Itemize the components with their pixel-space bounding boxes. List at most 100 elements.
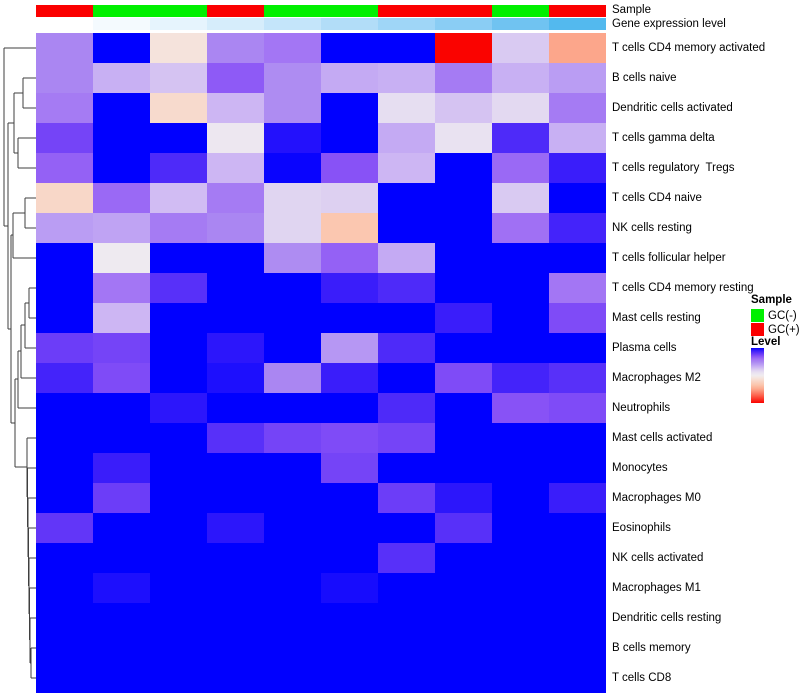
heatmap-cell — [549, 363, 606, 393]
heatmap-cell — [150, 243, 207, 273]
heatmap-cell — [492, 663, 549, 693]
heatmap-cell — [321, 453, 378, 483]
heatmap-cell — [264, 483, 321, 513]
heatmap-cell — [549, 183, 606, 213]
heatmap-cell — [36, 603, 93, 633]
heatmap-cell — [264, 243, 321, 273]
heatmap-cell — [150, 123, 207, 153]
heatmap-cell — [36, 183, 93, 213]
heatmap-cell — [150, 33, 207, 63]
heatmap-cell — [321, 123, 378, 153]
heatmap-cell — [264, 543, 321, 573]
heatmap-cell — [264, 123, 321, 153]
heatmap-cell — [264, 303, 321, 333]
heatmap-cell — [93, 603, 150, 633]
heatmap-cell — [321, 423, 378, 453]
heatmap-cell — [549, 573, 606, 603]
heatmap-cell — [264, 573, 321, 603]
heatmap-cell — [264, 393, 321, 423]
heatmap-cell — [321, 573, 378, 603]
heatmap-cell — [150, 213, 207, 243]
heatmap-cell — [378, 483, 435, 513]
heatmap-cell — [207, 33, 264, 63]
gene-expression-annotation-cell — [207, 18, 264, 30]
heatmap-cell — [93, 183, 150, 213]
heatmap-cell — [207, 453, 264, 483]
heatmap-cell — [36, 363, 93, 393]
heatmap-cell — [93, 333, 150, 363]
row-label: Macrophages M0 — [612, 492, 701, 504]
heatmap-cell — [264, 513, 321, 543]
heatmap-cell — [207, 243, 264, 273]
heatmap-cell — [150, 483, 207, 513]
heatmap-cell — [207, 123, 264, 153]
heatmap-cell — [378, 303, 435, 333]
row-label: T cells regulatory Tregs — [612, 162, 735, 174]
heatmap-cell — [549, 423, 606, 453]
heatmap-cell — [321, 333, 378, 363]
row-label: Eosinophils — [612, 522, 671, 534]
heatmap-cell — [549, 213, 606, 243]
heatmap-cell — [435, 213, 492, 243]
gene-annotation-label: Gene expression level — [612, 17, 726, 30]
heatmap-cell — [93, 243, 150, 273]
level-gradient-bar — [751, 348, 764, 403]
heatmap-cell — [36, 453, 93, 483]
heatmap-cell — [492, 243, 549, 273]
heatmap-cell — [549, 273, 606, 303]
heatmap-cell — [321, 663, 378, 693]
heatmap-cell — [549, 513, 606, 543]
heatmap-cell — [150, 153, 207, 183]
heatmap-cell — [321, 633, 378, 663]
heatmap-cell — [435, 333, 492, 363]
heatmap-cell — [435, 153, 492, 183]
heatmap-cell — [93, 423, 150, 453]
heatmap-cell — [492, 93, 549, 123]
heatmap-cell — [321, 603, 378, 633]
sample-annotation-cell — [93, 5, 150, 17]
heatmap-cell — [435, 423, 492, 453]
heatmap-cell — [378, 33, 435, 63]
gene-expression-annotation-cell — [150, 18, 207, 30]
row-label: Dendritic cells activated — [612, 102, 733, 114]
heatmap-cell — [207, 363, 264, 393]
heatmap-cell — [492, 153, 549, 183]
heatmap-cell — [207, 93, 264, 123]
gene-expression-annotation-cell — [378, 18, 435, 30]
heatmap-cell — [378, 633, 435, 663]
heatmap-cell — [435, 513, 492, 543]
heatmap-cell — [36, 63, 93, 93]
heatmap-cell — [435, 243, 492, 273]
heatmap-cell — [36, 243, 93, 273]
sample-annotation-cell — [264, 5, 321, 17]
heatmap-cell — [549, 243, 606, 273]
heatmap-cell — [150, 63, 207, 93]
sample-annotation-cell — [435, 5, 492, 17]
row-label: Macrophages M2 — [612, 372, 701, 384]
heatmap-cell — [264, 213, 321, 243]
heatmap-cell — [492, 633, 549, 663]
heatmap-cell — [378, 663, 435, 693]
heatmap-cell — [207, 543, 264, 573]
heatmap-cell — [549, 93, 606, 123]
heatmap-cell — [264, 183, 321, 213]
heatmap-cell — [150, 93, 207, 123]
gc-positive-label: GC(+) — [768, 323, 800, 336]
heatmap-cell — [93, 573, 150, 603]
heatmap-cell — [264, 63, 321, 93]
heatmap-cell — [93, 63, 150, 93]
heatmap-cell — [435, 63, 492, 93]
heatmap-cell — [207, 213, 264, 243]
heatmap-cell — [321, 513, 378, 543]
heatmap-cell — [207, 333, 264, 363]
heatmap-cell — [492, 483, 549, 513]
heatmap-cell — [549, 483, 606, 513]
gc-negative-label: GC(-) — [768, 309, 797, 322]
heatmap-cell — [378, 603, 435, 633]
row-label: Macrophages M1 — [612, 582, 701, 594]
row-label: Neutrophils — [612, 402, 671, 414]
heatmap-cell — [93, 33, 150, 63]
heatmap-cell — [435, 543, 492, 573]
heatmap-cell — [435, 663, 492, 693]
